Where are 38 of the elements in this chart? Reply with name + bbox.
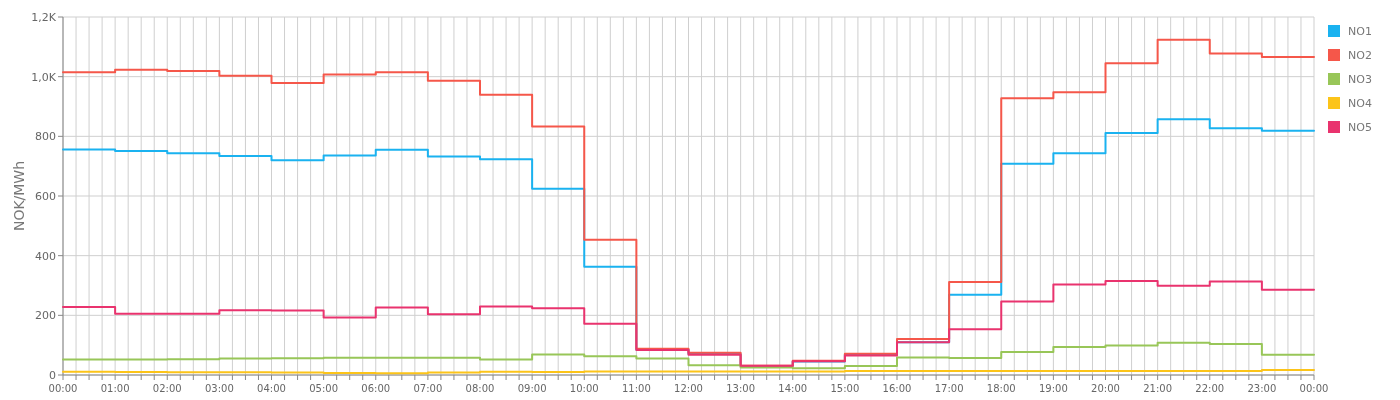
x-tick-label: 08:00 bbox=[465, 383, 495, 394]
x-tick-label: 07:00 bbox=[413, 383, 443, 394]
y-tick-label: 800 bbox=[35, 130, 56, 144]
x-tick-label: 12:00 bbox=[674, 383, 703, 394]
x-tick-label: 00:00 bbox=[48, 383, 78, 394]
y-tick-label: 1,2K bbox=[31, 10, 57, 24]
legend-label: NO5 bbox=[1348, 120, 1372, 134]
x-tick-label: 20:00 bbox=[1091, 383, 1120, 394]
x-tick-label: 09:00 bbox=[517, 383, 547, 394]
x-tick-label: 00:00 bbox=[1299, 383, 1329, 394]
x-tick-label: 13:00 bbox=[726, 383, 756, 394]
x-tick-label: 03:00 bbox=[204, 383, 234, 394]
x-tick-label: 06:00 bbox=[361, 383, 391, 394]
x-tick-label: 21:00 bbox=[1143, 383, 1173, 394]
y-axis-title: NOK/MWh bbox=[11, 160, 27, 232]
x-tick-label: 18:00 bbox=[986, 383, 1016, 394]
x-tick-label: 16:00 bbox=[882, 383, 912, 394]
x-tick-label: 01:00 bbox=[100, 383, 130, 394]
x-tick-label: 02:00 bbox=[152, 383, 182, 394]
y-tick-label: 400 bbox=[35, 249, 56, 263]
y-tick-label: 600 bbox=[35, 189, 56, 203]
x-tick-label: 04:00 bbox=[257, 383, 286, 394]
x-tick-label: 14:00 bbox=[778, 383, 808, 394]
y-tick-label: 1,0K bbox=[31, 70, 57, 84]
x-tick-label: 15:00 bbox=[830, 383, 860, 394]
x-tick-label: 22:00 bbox=[1195, 383, 1225, 394]
legend-label: NO3 bbox=[1348, 72, 1372, 86]
y-tick-label: 0 bbox=[49, 368, 56, 382]
x-tick-label: 23:00 bbox=[1247, 383, 1277, 394]
legend-label: NO2 bbox=[1348, 48, 1372, 62]
x-tick-label: 05:00 bbox=[309, 383, 339, 394]
x-tick-label: 17:00 bbox=[934, 383, 964, 394]
x-tick-label: 19:00 bbox=[1038, 383, 1068, 394]
legend-label: NO1 bbox=[1348, 24, 1372, 38]
y-tick-label: 200 bbox=[35, 309, 56, 323]
x-tick-label: 10:00 bbox=[569, 383, 599, 394]
x-tick-label: 11:00 bbox=[621, 383, 651, 394]
legend-label: NO4 bbox=[1348, 96, 1372, 110]
